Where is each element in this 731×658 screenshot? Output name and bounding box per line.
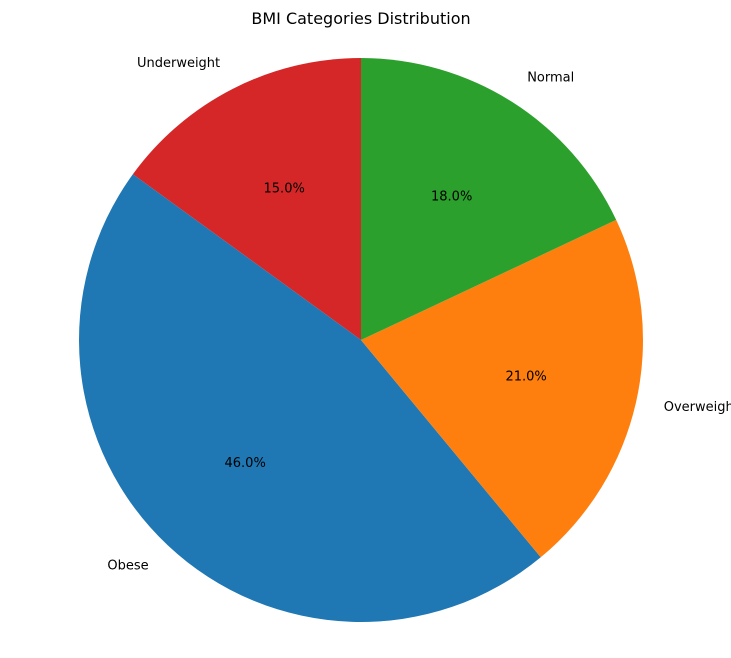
pie-labels: 15.0% Underweight 46.0% Obese 21.0% Overweigh… xyxy=(107,56,731,574)
percent-label-underweight: 15.0% xyxy=(264,182,305,197)
pie-slice-obese xyxy=(79,174,541,622)
pie-slice-overweight xyxy=(361,219,643,558)
percent-label-normal: 18.0% xyxy=(431,190,472,205)
chart-title: BMI Categories Distribution xyxy=(251,9,470,28)
percent-label-obese: 46.0% xyxy=(225,456,266,471)
category-label-normal: Normal xyxy=(527,71,574,86)
percent-label-overweight: 21.0% xyxy=(505,369,546,384)
category-label-underweight: Underweight xyxy=(137,56,220,71)
pie-slice-normal xyxy=(361,58,617,340)
category-label-obese: Obese xyxy=(107,559,148,574)
category-label-overweight: Overweight xyxy=(664,400,731,415)
pie-slices xyxy=(79,58,643,622)
pie-slice-underweight xyxy=(132,58,361,340)
